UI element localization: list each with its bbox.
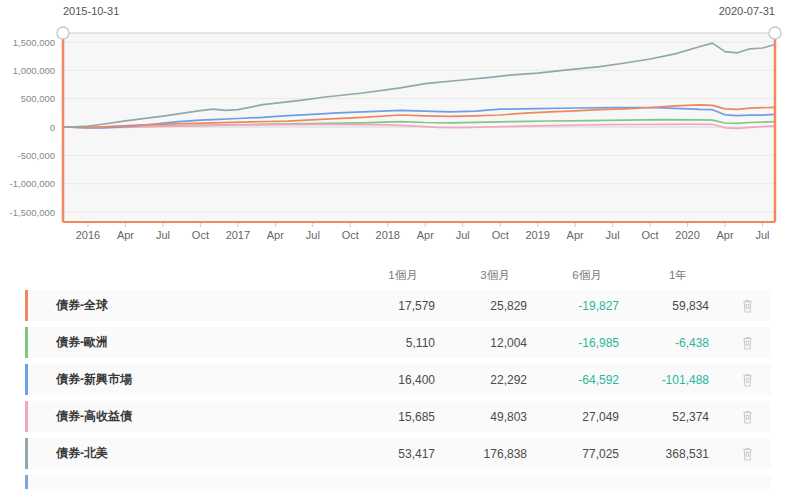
delete-row-button[interactable] — [723, 447, 771, 461]
delete-row-button[interactable] — [723, 410, 771, 424]
return-value: 49,803 — [449, 410, 541, 424]
delete-row-button[interactable] — [723, 299, 771, 313]
table-row: 債券-高收益債15,68549,80327,04952,374 — [25, 401, 771, 432]
table-row: 債券-新興市場16,40022,292-64,592-101,488 — [25, 364, 771, 395]
x-axis-tick-label: Apr — [117, 229, 134, 241]
return-value: 77,025 — [541, 447, 633, 461]
x-axis-tick-label: Apr — [716, 229, 733, 241]
fund-name: 債券-全球 — [28, 297, 357, 314]
return-value: 15,685 — [357, 410, 449, 424]
return-value: 17,579 — [357, 299, 449, 313]
x-axis-tick-label: Oct — [642, 229, 659, 241]
x-axis-tick-label: Apr — [267, 229, 284, 241]
x-axis-tick-label: Oct — [342, 229, 359, 241]
x-axis-tick-label: Jul — [755, 229, 769, 241]
trash-icon — [741, 336, 754, 350]
y-axis-tick-label: 500,000 — [21, 93, 55, 104]
x-axis-tick-label: Jul — [606, 229, 620, 241]
return-value: -6,438 — [633, 336, 723, 350]
return-value: 59,834 — [633, 299, 723, 313]
slider-handle-right[interactable] — [769, 27, 781, 39]
return-value: -16,985 — [541, 336, 633, 350]
table-row: 債券-北美53,417176,83877,025368,531 — [25, 438, 771, 469]
returns-table: 1個月3個月6個月1年 債券-全球17,57925,829-19,82759,8… — [0, 260, 796, 489]
return-value: 368,531 — [633, 447, 723, 461]
trash-icon — [741, 373, 754, 387]
column-header: 1個月 — [357, 268, 449, 283]
performance-chart: 1,500,000 1,000,000 500,000 0 -500,000 -1,000… — [0, 0, 796, 248]
delete-row-button[interactable] — [723, 336, 771, 350]
column-header: 1年 — [633, 268, 723, 283]
trash-icon — [741, 299, 754, 313]
fund-name: 債券-北美 — [28, 445, 357, 462]
return-value: -64,592 — [541, 373, 633, 387]
y-axis-tick-label: -500,000 — [17, 150, 55, 161]
slider-handle-left[interactable] — [57, 27, 69, 39]
y-axis-tick-label: 1,000,000 — [13, 65, 55, 76]
return-value: 22,292 — [449, 373, 541, 387]
return-value: 16,400 — [357, 373, 449, 387]
delete-row-button[interactable] — [723, 373, 771, 387]
return-value: 5,110 — [357, 336, 449, 350]
return-value: 53,417 — [357, 447, 449, 461]
trash-icon — [741, 410, 754, 424]
x-axis-tick-label: Jul — [156, 229, 170, 241]
fund-name: 債券-新興市場 — [28, 371, 357, 388]
x-axis-tick-label: 2016 — [76, 229, 100, 241]
chart-section: 2015-10-31 2020-07-31 1,500,0001,000,000… — [0, 0, 796, 248]
table-row-partial — [25, 475, 771, 489]
y-axis-tick-label: -1,000,000 — [10, 178, 55, 189]
return-value: -101,488 — [633, 373, 723, 387]
table-row: 債券-全球17,57925,829-19,82759,834 — [25, 290, 771, 321]
fund-name: 債券-高收益債 — [28, 408, 357, 425]
fund-name: 債券-歐洲 — [28, 334, 357, 351]
column-header: 3個月 — [449, 268, 541, 283]
return-value: 12,004 — [449, 336, 541, 350]
x-axis-tick-label: Jul — [306, 229, 320, 241]
return-value: 25,829 — [449, 299, 541, 313]
x-axis-tick-label: 2020 — [675, 229, 699, 241]
trash-icon — [741, 447, 754, 461]
x-axis-tick-label: Oct — [492, 229, 509, 241]
x-axis-tick-label: 2017 — [226, 229, 250, 241]
x-axis-tick-label: Jul — [456, 229, 470, 241]
table-row: 債券-歐洲5,11012,004-16,985-6,438 — [25, 327, 771, 358]
return-value: 52,374 — [633, 410, 723, 424]
fund-performance-page: { "slider": { "start_date": "2015-10-31"… — [0, 0, 796, 499]
y-axis-tick-label: 0 — [50, 122, 55, 133]
x-axis-tick-label: Apr — [567, 229, 584, 241]
y-axis-tick-label: 1,500,000 — [13, 37, 55, 48]
return-value: -19,827 — [541, 299, 633, 313]
x-axis-tick-label: 2018 — [376, 229, 400, 241]
x-axis-tick-label: Apr — [417, 229, 434, 241]
return-value: 176,838 — [449, 447, 541, 461]
x-axis-tick-label: Oct — [192, 229, 209, 241]
x-axis-tick-label: 2019 — [525, 229, 549, 241]
return-value: 27,049 — [541, 410, 633, 424]
table-body: 債券-全球17,57925,829-19,82759,834 債券-歐洲5,110… — [25, 290, 771, 489]
table-header-row: 1個月3個月6個月1年 — [25, 260, 771, 290]
y-axis-tick-label: -1,500,000 — [10, 207, 55, 218]
column-header: 6個月 — [541, 268, 633, 283]
